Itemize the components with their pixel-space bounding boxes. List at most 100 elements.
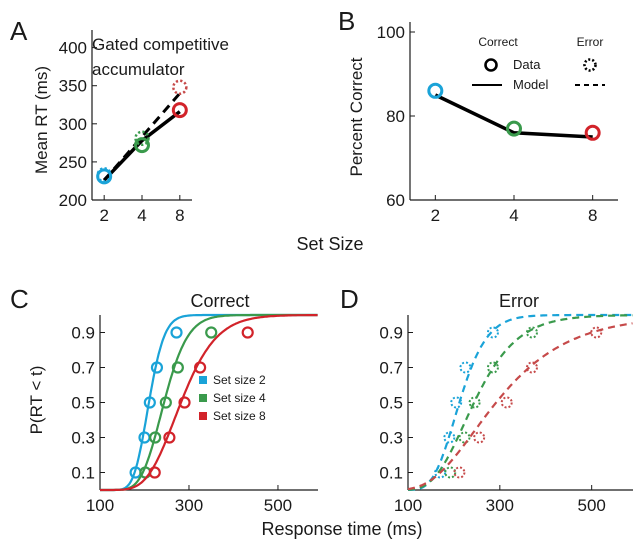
panel-a-x-tick-label: 2 bbox=[99, 206, 108, 225]
panel-c-y-tick-label: 0.5 bbox=[71, 394, 95, 413]
panel-a-y-tick-label: 400 bbox=[59, 39, 87, 58]
panel-c-quantile-point bbox=[150, 361, 164, 374]
panel-b-marks bbox=[427, 82, 601, 141]
panel-a-ylabel: Mean RT (ms) bbox=[32, 66, 51, 174]
panel-c-quantile-point bbox=[205, 326, 218, 339]
panel-a-data-error-point bbox=[96, 167, 112, 183]
legend-set8-swatch bbox=[199, 412, 207, 420]
panel-d-quantile-point bbox=[458, 431, 471, 444]
panel-b-x-tick-label: 4 bbox=[509, 206, 518, 225]
panel-c-title: Correct bbox=[190, 291, 249, 311]
panel-c-y-tick-label: 0.7 bbox=[71, 359, 95, 378]
legend-data-label: Data bbox=[513, 57, 541, 72]
panel-b-y-tick-label: 60 bbox=[386, 191, 405, 210]
panel-a-x-tick-label: 4 bbox=[137, 206, 146, 225]
panel-b-y-tick-label: 80 bbox=[386, 107, 405, 126]
panel-d-x-tick-label: 500 bbox=[577, 496, 605, 515]
panel-a-data-correct-point bbox=[134, 137, 150, 154]
legend-correct-header: Correct bbox=[478, 35, 518, 49]
panel-d-quantile-point bbox=[453, 466, 466, 479]
panel-b-x-tick-label: 8 bbox=[588, 206, 597, 225]
panel-a-y-tick-label: 350 bbox=[59, 77, 87, 96]
panel-c-quantile-point bbox=[159, 396, 172, 409]
panel-b-data-correct-point bbox=[584, 124, 601, 141]
panel-a: 200 250 300 350 400 2 4 8 Mean RT (ms) Gated co… bbox=[32, 30, 229, 225]
panel-d-quantile-point bbox=[434, 466, 447, 479]
panel-c-quantile-point bbox=[143, 396, 156, 409]
panel-letter-a: A bbox=[10, 16, 28, 46]
panel-c-quantile-point bbox=[194, 361, 207, 374]
panel-d-quantile-point bbox=[450, 396, 463, 409]
panel-c-x-tick-label: 100 bbox=[86, 496, 114, 515]
panel-b-data-correct-point bbox=[506, 120, 522, 137]
panel-c-quantile-point bbox=[178, 396, 191, 409]
panel-d-model-curve-set2 bbox=[408, 313, 633, 491]
panel-d-quantile-point bbox=[444, 466, 457, 479]
panel-b: 60 80 100 2 4 8 Percent Correct Correct Error… bbox=[347, 22, 618, 225]
panel-d-x-tick-label: 300 bbox=[486, 496, 514, 515]
panel-b-x-tick-label: 2 bbox=[431, 206, 440, 225]
panel-b-y-tick-label: 100 bbox=[377, 23, 405, 42]
legend-set4-label: Set size 4 bbox=[213, 391, 266, 405]
panel-d: Error 0.1 0.3 0.5 0.7 0.9 100 300 500 bbox=[379, 291, 633, 515]
panel-d-marks bbox=[407, 313, 633, 491]
legend-set2-swatch bbox=[199, 376, 207, 384]
panel-a-y-tick-label: 200 bbox=[59, 191, 87, 210]
panel-c-x-tick-label: 500 bbox=[264, 496, 292, 515]
panel-c-axes: 0.1 0.3 0.5 0.7 0.9 100 300 500 bbox=[71, 315, 318, 515]
panel-a-x-tick-label: 8 bbox=[175, 206, 184, 225]
panel-a-axes: 200 250 300 350 400 2 4 8 bbox=[59, 30, 192, 225]
panel-b-model-correct-line bbox=[434, 93, 593, 139]
panel-d-title: Error bbox=[499, 291, 539, 311]
panel-b-axes: 60 80 100 2 4 8 bbox=[377, 22, 618, 225]
panel-c-marks bbox=[100, 313, 318, 492]
panel-letter-b: B bbox=[338, 6, 355, 36]
panel-d-model-curve-set8 bbox=[407, 322, 633, 491]
panel-b-data-correct-point bbox=[427, 82, 444, 99]
panel-c-quantile-point bbox=[171, 361, 184, 374]
panel-c-y-tick-label: 0.3 bbox=[71, 429, 95, 448]
panel-c-model-curve-set4 bbox=[100, 313, 318, 492]
panel-c-legend: Set size 2 Set size 4 Set size 8 bbox=[199, 373, 266, 423]
legend-error-header: Error bbox=[577, 35, 604, 49]
panel-d-quantile-point bbox=[443, 431, 456, 444]
panel-c-quantile-point bbox=[148, 466, 161, 479]
panel-c-quantile-point bbox=[149, 431, 162, 444]
panel-c-model-curve-set8 bbox=[100, 314, 318, 492]
panel-a-annotation-line2: accumulator bbox=[92, 60, 185, 79]
panel-a-data-error-point bbox=[134, 130, 150, 147]
panel-a-y-tick-label: 250 bbox=[59, 153, 87, 172]
panel-a-data-correct-point bbox=[171, 102, 188, 119]
panel-d-axes: 0.1 0.3 0.5 0.7 0.9 100 300 500 bbox=[379, 315, 633, 515]
panel-b-legend: Correct Error Data Model bbox=[472, 35, 605, 92]
response-time-xlabel: Response time (ms) bbox=[261, 519, 422, 539]
legend-model-label: Model bbox=[513, 77, 549, 92]
legend-set4-swatch bbox=[199, 394, 207, 402]
panel-letter-c: C bbox=[10, 284, 29, 314]
panel-c: Correct 0.1 0.3 0.5 0.7 0.9 100 300 500 P(RT < … bbox=[27, 291, 318, 515]
panel-d-y-tick-label: 0.9 bbox=[379, 324, 403, 343]
panel-d-y-tick-label: 0.3 bbox=[379, 429, 403, 448]
legend-set2-label: Set size 2 bbox=[213, 373, 266, 387]
panel-d-quantile-point bbox=[590, 326, 603, 339]
set-size-xlabel: Set Size bbox=[296, 234, 363, 254]
panel-c-y-tick-label: 0.9 bbox=[71, 324, 95, 343]
panel-c-quantile-point bbox=[241, 326, 254, 339]
panel-d-quantile-point bbox=[525, 361, 538, 374]
panel-b-ylabel: Percent Correct bbox=[347, 57, 366, 176]
panel-c-x-tick-label: 300 bbox=[175, 496, 203, 515]
legend-data-correct-marker bbox=[484, 58, 498, 72]
panel-d-quantile-point bbox=[486, 361, 499, 374]
panel-d-quantile-point bbox=[468, 396, 481, 409]
panel-a-data-error-point bbox=[172, 79, 188, 95]
panel-d-y-tick-label: 0.5 bbox=[379, 394, 403, 413]
panel-c-ylabel: P(RT < t) bbox=[27, 366, 46, 435]
panel-a-marks bbox=[96, 79, 188, 185]
panel-d-x-tick-label: 100 bbox=[394, 496, 422, 515]
panel-d-model-curve-set4 bbox=[407, 314, 633, 491]
panel-d-y-tick-label: 0.7 bbox=[379, 359, 403, 378]
panel-d-quantile-point bbox=[525, 326, 538, 339]
panel-d-quantile-point bbox=[459, 361, 472, 374]
panel-d-quantile-point bbox=[473, 431, 486, 444]
